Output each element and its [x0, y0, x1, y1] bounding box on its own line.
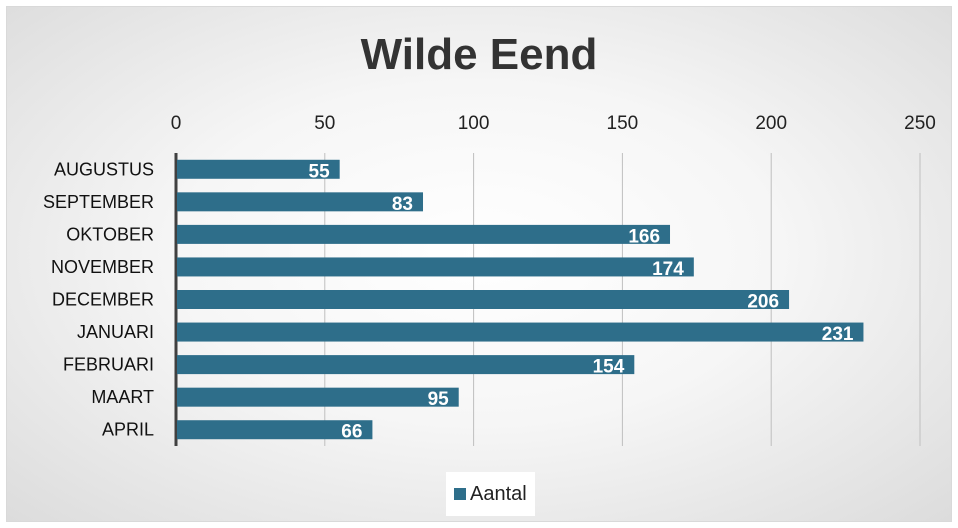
- category-label: MAART: [91, 387, 154, 407]
- data-label: 83: [392, 194, 413, 215]
- x-tick-label: 0: [171, 113, 182, 134]
- bar: [177, 159, 340, 179]
- bar: [177, 420, 373, 440]
- legend-label: Aantal: [470, 482, 527, 505]
- bar: [177, 257, 694, 277]
- legend: Aantal: [446, 472, 535, 516]
- data-label: 231: [822, 324, 854, 345]
- data-label: 154: [593, 357, 625, 378]
- data-label: 55: [309, 161, 331, 182]
- data-label: 66: [341, 422, 362, 443]
- category-label: FEBRUARI: [63, 355, 154, 375]
- bar: [177, 387, 459, 407]
- category-label: NOVEMBER: [51, 257, 154, 277]
- category-label: APRIL: [102, 420, 154, 440]
- data-label: 95: [428, 389, 450, 410]
- chart-title: Wilde Eend: [360, 30, 598, 79]
- bar: [177, 192, 424, 212]
- data-label: 166: [628, 226, 660, 247]
- category-label: DECEMBER: [52, 290, 154, 310]
- data-label: 206: [747, 292, 779, 313]
- x-tick-label: 100: [458, 113, 490, 134]
- x-tick-label: 150: [607, 113, 639, 134]
- category-label: SEPTEMBER: [43, 192, 154, 212]
- x-tick-label: 50: [314, 113, 335, 134]
- data-label: 174: [652, 259, 684, 280]
- bar: [177, 224, 671, 244]
- bar: [177, 322, 864, 342]
- category-label: AUGUSTUS: [54, 159, 154, 179]
- bar: [177, 290, 790, 309]
- category-label: JANUARI: [77, 322, 154, 342]
- x-tick-label: 200: [755, 113, 787, 134]
- legend-swatch: [454, 488, 466, 500]
- x-tick-label: 250: [904, 113, 936, 134]
- bar: [177, 355, 635, 375]
- category-label: OKTOBER: [66, 224, 154, 244]
